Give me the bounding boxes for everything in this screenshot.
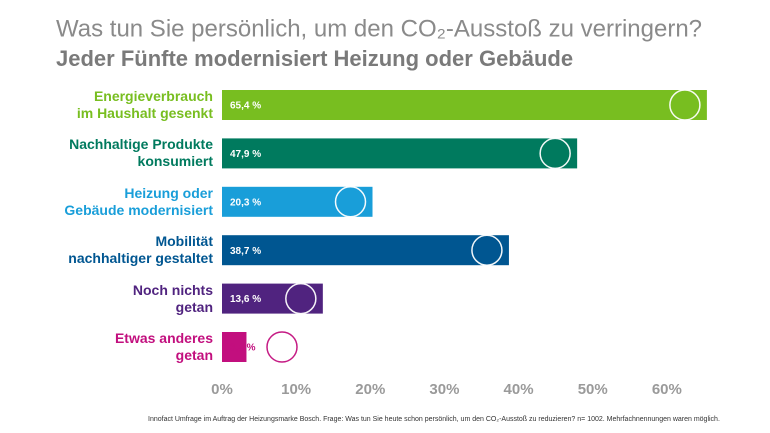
- x-tick-label: 50%: [578, 381, 608, 398]
- bar: [222, 332, 247, 362]
- value-label: 65,4 %: [230, 101, 261, 112]
- value-label: 47,9 %: [230, 149, 261, 160]
- icon: [334, 186, 367, 218]
- x-tick-label: 0%: [211, 381, 233, 398]
- value-label: 13,6 %: [230, 294, 261, 305]
- value-label: 3,3 %: [230, 343, 256, 354]
- chart-subtitle: Jeder Fünfte modernisiert Heizung oder G…: [56, 46, 573, 71]
- category-label: Nachhaltige Produkte konsumiert: [69, 136, 213, 170]
- bar: [222, 235, 509, 266]
- x-tick-label: 10%: [281, 381, 311, 398]
- icon: [266, 331, 298, 363]
- icon: [471, 234, 503, 266]
- bar: [222, 138, 578, 169]
- x-tick-label: 30%: [429, 381, 459, 398]
- chart-title: Was tun Sie persönlich, um den CO₂-Ausst…: [56, 15, 702, 42]
- category-label: Mobilität nachhaltiger gestaltet: [68, 233, 213, 267]
- category-label: Energieverbrauch im Haushalt gesenkt: [76, 88, 213, 121]
- footnote: Innofact Umfrage im Auftrag der Heizungs…: [148, 416, 720, 423]
- icon: [285, 282, 317, 315]
- x-tick-label: 60%: [652, 381, 682, 398]
- value-label: 38,7 %: [230, 246, 261, 257]
- category-label: Heizung oder Gebäude modernisiert: [64, 184, 213, 218]
- category-label: Etwas anderes getan: [114, 330, 213, 363]
- category-label: Noch nichts getan: [132, 281, 213, 315]
- value-label: 20,3 %: [230, 197, 261, 208]
- bar: [222, 90, 707, 120]
- x-tick-label: 40%: [504, 381, 534, 398]
- icon: [539, 137, 571, 170]
- icon: [669, 89, 701, 121]
- x-tick-label: 20%: [355, 381, 385, 398]
